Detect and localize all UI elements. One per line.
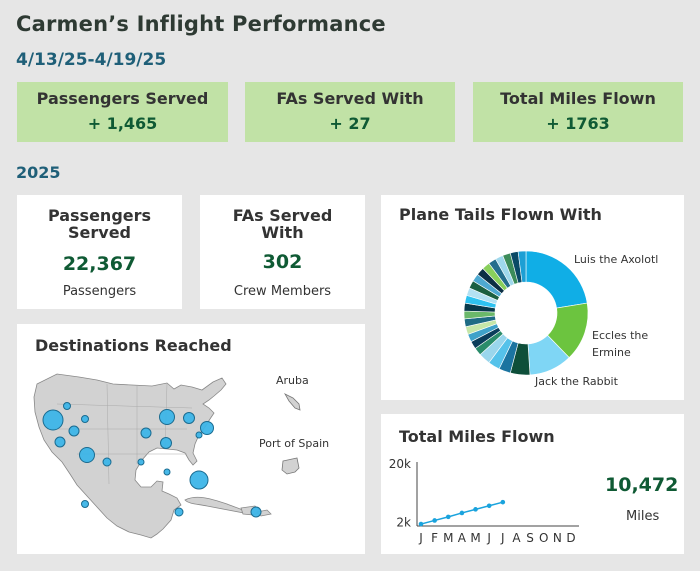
x-tick-label: J <box>418 531 423 545</box>
plane-tails-donut <box>463 250 589 376</box>
aruba-shape <box>283 393 301 411</box>
destination-marker <box>189 470 209 490</box>
label-eccles-1: Eccles the <box>592 329 649 342</box>
destination-marker <box>159 409 175 425</box>
destination-marker <box>68 425 80 437</box>
destination-marker <box>250 506 262 518</box>
destination-marker <box>140 427 152 439</box>
weekly-miles-card: Total Miles Flown + 1763 <box>473 82 683 142</box>
destination-marker <box>200 421 214 435</box>
weekly-miles-value: + 1763 <box>546 114 610 133</box>
weekly-fas-value: + 27 <box>329 114 371 133</box>
x-tick-label: J <box>486 531 491 545</box>
destination-marker <box>42 409 64 431</box>
x-tick-label: F <box>431 531 438 545</box>
weekly-fas-card: FAs Served With + 27 <box>245 82 455 142</box>
weekly-passengers-card: Passengers Served + 1,465 <box>17 82 228 142</box>
fas-title-2: With <box>261 223 304 242</box>
label-port-of-spain: Port of Spain <box>259 437 330 450</box>
weekly-miles-label: Total Miles Flown <box>500 89 656 108</box>
y-tick-label: 2k <box>396 516 411 530</box>
x-tick-label: A <box>458 531 467 545</box>
passengers-unit: Passengers <box>62 284 137 299</box>
weekly-passengers-label: Passengers Served <box>36 89 209 108</box>
passengers-title-1: Passengers <box>47 206 152 225</box>
destination-marker <box>137 458 145 466</box>
weekly-passengers-value: + 1,465 <box>87 114 158 133</box>
miles-data-point <box>459 510 465 516</box>
miles-card: Total Miles Flown 2k 20k J F M A M J J A S O N D 10,4… <box>381 414 684 554</box>
destination-marker <box>195 431 203 439</box>
miles-data-point <box>500 499 506 505</box>
destination-marker <box>163 468 171 476</box>
year-label: 2025 <box>16 163 61 182</box>
weekly-fas-label: FAs Served With <box>276 89 424 108</box>
miles-title: Total Miles Flown <box>399 427 555 446</box>
destinations-title: Destinations Reached <box>35 336 232 355</box>
passengers-title-2: Served <box>68 223 131 242</box>
label-jack: Jack the Rabbit <box>535 375 618 388</box>
cuba-shape <box>184 496 251 515</box>
miles-data-point <box>432 518 437 523</box>
label-luis: Luis the Axolotl <box>574 253 659 266</box>
label-eccles-2: Ermine <box>592 346 631 359</box>
x-tick-label: M <box>470 531 480 545</box>
destination-marker <box>160 437 172 449</box>
passengers-card: Passengers Served 22,367 Passengers <box>17 195 182 309</box>
date-range: 4/13/25-4/19/25 <box>16 50 167 70</box>
page-title: Carmen’s Inflight Performance <box>16 12 386 36</box>
x-tick-label: S <box>526 531 534 545</box>
destination-marker <box>79 447 95 463</box>
x-tick-label: J <box>500 531 505 545</box>
miles-data-point <box>445 514 451 520</box>
north-america-shape <box>33 373 227 539</box>
trinidad-shape <box>281 457 300 475</box>
destination-marker <box>81 415 89 423</box>
destination-marker <box>183 412 195 424</box>
x-tick-label: N <box>553 531 562 545</box>
miles-data-point <box>418 521 424 527</box>
miles-unit: Miles <box>626 509 660 524</box>
destinations-map <box>33 373 301 539</box>
miles-data-point <box>473 507 478 512</box>
y-tick-label: 20k <box>389 457 411 471</box>
plane-tails-card: Plane Tails Flown With Luis the Axolotl … <box>381 195 684 400</box>
x-tick-label: D <box>566 531 575 545</box>
miles-data-point <box>486 503 492 509</box>
destinations-card: Destinations Reached <box>17 324 365 554</box>
destination-marker <box>174 507 184 517</box>
destination-marker <box>102 457 112 467</box>
label-aruba: Aruba <box>276 374 309 387</box>
fas-unit: Crew Members <box>233 284 332 299</box>
x-tick-label: A <box>512 531 521 545</box>
x-tick-label: M <box>443 531 453 545</box>
destination-marker <box>54 436 66 448</box>
miles-value: 10,472 <box>605 474 679 496</box>
destination-marker <box>63 402 71 410</box>
fas-title-1: FAs Served <box>232 206 333 225</box>
destination-marker <box>81 500 89 508</box>
x-tick-label: O <box>539 531 548 545</box>
fas-card: FAs Served With 302 Crew Members <box>200 195 365 309</box>
plane-tails-title: Plane Tails Flown With <box>399 205 602 224</box>
passengers-value: 22,367 <box>62 253 137 275</box>
fas-value: 302 <box>262 251 303 273</box>
donut-slice <box>517 250 527 283</box>
